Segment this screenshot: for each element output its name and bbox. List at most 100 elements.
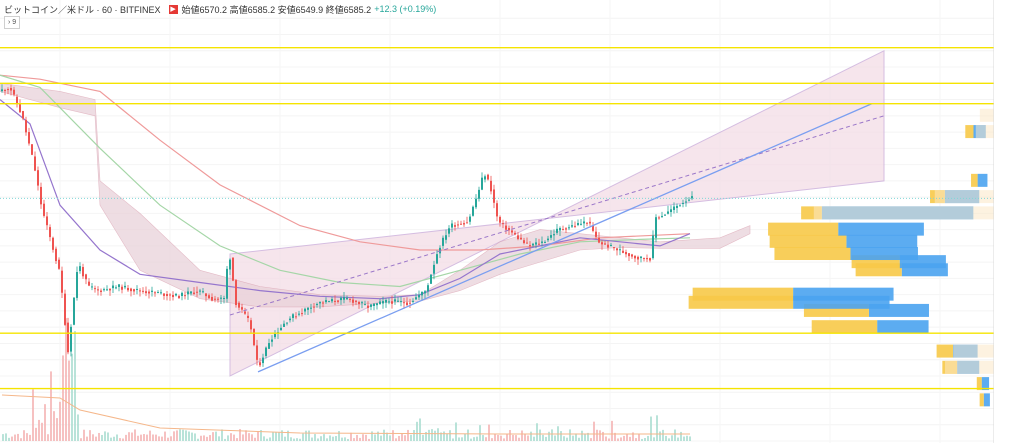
candle-body: [484, 176, 486, 180]
candle-body: [532, 243, 534, 246]
volume-bar: [26, 433, 28, 441]
volume-profile-sell: [850, 247, 918, 261]
volume-bar: [479, 425, 481, 441]
candle-body: [265, 347, 267, 356]
candle-body: [355, 300, 357, 302]
candle-body: [340, 297, 342, 301]
close-value: 終値6585.2: [325, 4, 372, 15]
volume-bar: [410, 434, 412, 441]
candle-body: [157, 292, 159, 294]
volume-bar: [455, 422, 457, 441]
candle-body: [334, 300, 336, 302]
volume-bar: [422, 434, 424, 441]
candle-body: [463, 223, 465, 225]
volume-bar: [458, 437, 460, 441]
candle-body: [409, 302, 411, 304]
volume-bar: [272, 431, 274, 441]
volume-profile-sell: [793, 287, 894, 301]
volume-profile-sell: [983, 393, 990, 407]
candle-body: [76, 272, 78, 298]
volume-bar: [371, 431, 373, 441]
candle-body: [616, 248, 618, 251]
candle-body: [43, 203, 45, 216]
candle-body: [13, 89, 15, 95]
candle-body: [466, 222, 468, 224]
candle-body: [223, 298, 225, 300]
candle-body: [595, 231, 597, 237]
candle-body: [388, 301, 390, 303]
volume-bar: [278, 432, 280, 441]
volume-bar: [125, 434, 127, 441]
volume-bar: [398, 435, 400, 441]
candle-body: [550, 235, 552, 238]
volume-bar: [533, 436, 535, 441]
candle-body: [247, 315, 249, 318]
candle-body: [631, 254, 633, 257]
candle-body: [454, 225, 456, 227]
volume-bar: [311, 437, 313, 441]
volume-bar: [266, 438, 268, 441]
candle-body: [112, 285, 114, 289]
volume-bar: [23, 430, 25, 441]
volume-bar: [44, 404, 46, 441]
candle-body: [217, 298, 219, 300]
volume-bar: [56, 418, 58, 441]
candle-body: [553, 234, 555, 236]
indicator-collapse-chip[interactable]: › 9: [4, 16, 21, 29]
volume-profile-buy: [811, 320, 878, 334]
volume-bar: [344, 437, 346, 441]
candle-body: [397, 300, 399, 302]
volume-bar: [182, 429, 184, 441]
candle-body: [649, 258, 651, 261]
volume-bar: [329, 435, 331, 441]
volume-bar: [290, 437, 292, 441]
candle-body: [283, 323, 285, 327]
volume-bar: [113, 436, 115, 441]
candle-body: [94, 288, 96, 290]
moving-average-line: [0, 74, 691, 288]
low-value: 安値6549.9: [277, 4, 324, 15]
volume-profile-buy: [692, 287, 794, 301]
volume-bar: [326, 438, 328, 441]
candle-body: [511, 230, 513, 233]
candle-body: [220, 297, 222, 299]
candle-body: [385, 299, 387, 303]
volume-bar: [59, 401, 61, 441]
channel-midline: [229, 115, 885, 316]
volume-bar: [185, 430, 187, 441]
candle-body: [559, 228, 561, 231]
candle-body: [37, 170, 39, 186]
candle-body: [211, 296, 213, 301]
volume-profile-faint: [934, 190, 994, 204]
volume-bar: [590, 438, 592, 441]
volume-bar: [251, 434, 253, 441]
volume-bar: [503, 438, 505, 441]
volume-bar: [599, 430, 601, 441]
candle-body: [205, 293, 207, 297]
volume-bar: [170, 436, 172, 441]
price-axis-strip: [994, 0, 1024, 443]
volume-bar: [614, 432, 616, 441]
volume-profile-buy: [936, 344, 953, 358]
candle-body: [85, 274, 87, 280]
volume-bar: [509, 429, 511, 441]
volume-profile-sell: [981, 377, 990, 391]
candle-body: [472, 206, 474, 216]
volume-profile-sell: [838, 222, 924, 236]
volume-profile-faint: [953, 344, 994, 358]
candle-body: [436, 254, 438, 264]
candle-body: [34, 156, 36, 171]
candle-body: [97, 289, 99, 291]
candle-body: [676, 205, 678, 208]
volume-bar: [35, 427, 37, 441]
volume-bar: [65, 318, 67, 441]
volume-bar: [587, 432, 589, 441]
candle-body: [322, 302, 324, 304]
volume-bar: [551, 429, 553, 441]
candle-body: [295, 316, 297, 318]
volume-bar: [488, 424, 490, 441]
volume-profile-sell: [977, 173, 988, 187]
candle-body: [613, 247, 615, 249]
volume-bar: [14, 434, 16, 441]
